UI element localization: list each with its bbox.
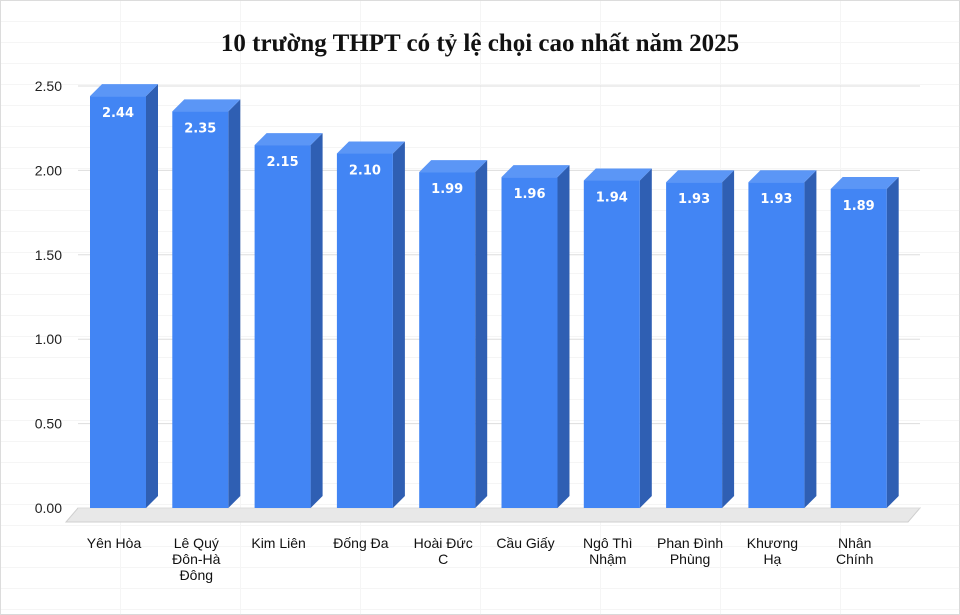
x-tick-label-line: Kim Liên	[251, 535, 305, 551]
x-tick-label-line: Đông	[180, 567, 213, 583]
x-tick-label-line: Phan Đình	[657, 535, 723, 551]
x-tick-label: Nhân Chính	[836, 535, 873, 567]
x-tick-label-line: Lê Quý	[174, 535, 219, 551]
data-label: 1.93	[678, 192, 710, 207]
x-tick-label: Cầu Giấy	[496, 535, 554, 551]
data-label: 2.10	[349, 164, 381, 179]
x-tick-label: Lê Quý Đôn-Hà Đông	[172, 535, 220, 583]
bar	[90, 96, 146, 509]
chart-title: 10 trường THPT có tỷ lệ chọi cao nhất nă…	[220, 30, 740, 57]
y-tick-label: 1.50	[35, 247, 62, 263]
x-tick-label-line: Chính	[836, 551, 873, 567]
x-tick-label: Đống Đa	[333, 535, 388, 551]
chart-floor	[64, 507, 922, 523]
bar-side	[475, 160, 488, 508]
bar-side	[310, 133, 323, 508]
bar	[666, 182, 723, 508]
bar-side	[639, 168, 652, 508]
bar-top	[336, 141, 405, 154]
data-label: 1.94	[596, 191, 628, 206]
bar-top	[419, 160, 488, 173]
bar	[419, 172, 476, 508]
x-tick-label-line: Yên Hòa	[87, 535, 142, 551]
data-label: 2.15	[267, 155, 299, 170]
bar-top	[666, 170, 735, 183]
bar	[830, 188, 887, 508]
bar	[336, 153, 393, 508]
bar	[583, 180, 640, 508]
x-tick-label-line: C	[438, 551, 448, 567]
x-tick-label-line: Ngô Thì	[583, 535, 633, 551]
x-tick-label: Kim Liên	[251, 535, 305, 551]
x-tick-label-line: Khương	[747, 535, 798, 551]
bar	[501, 177, 558, 509]
data-label: 1.96	[513, 187, 545, 202]
bar-top	[90, 84, 158, 97]
x-tick-label: Yên Hòa	[87, 535, 142, 551]
x-tick-label: Ngô Thì Nhậm	[583, 535, 633, 567]
data-label: 2.44	[102, 106, 134, 121]
bar-side	[228, 99, 241, 508]
bar-side	[557, 165, 570, 509]
y-tick-label: 0.00	[35, 500, 62, 516]
bar-top	[501, 165, 570, 178]
x-tick-label: Hoài Đức C	[414, 535, 473, 567]
bar-side	[886, 176, 899, 508]
y-tick-label: 0.50	[35, 416, 62, 432]
bar-side	[722, 170, 735, 508]
bar-top	[748, 170, 817, 183]
x-tick-label-line: Nhân	[838, 535, 871, 551]
bar	[748, 182, 805, 508]
x-tick-label-line: Nhậm	[589, 551, 626, 567]
bar-top	[583, 168, 652, 181]
y-tick-label: 2.00	[35, 162, 62, 178]
x-tick-label: Phan Đình Phùng	[657, 535, 723, 567]
x-tick-label-line: Đôn-Hà	[172, 551, 220, 567]
bar	[172, 111, 229, 508]
bar	[254, 145, 311, 508]
y-tick-label: 2.50	[35, 78, 62, 94]
data-label: 1.99	[431, 182, 463, 197]
bar-side	[804, 170, 817, 508]
data-label: 1.93	[760, 192, 792, 207]
y-tick-label: 1.00	[35, 331, 62, 347]
x-tick-label: Khương Hạ	[747, 535, 798, 567]
bar-side	[146, 84, 158, 509]
x-tick-label-line: Đống Đa	[333, 535, 388, 551]
x-tick-label-line: Hoài Đức	[414, 535, 473, 551]
bar-top	[172, 99, 241, 112]
data-label: 1.89	[843, 199, 875, 214]
x-tick-label-line: Cầu Giấy	[496, 535, 554, 551]
bar-side	[392, 141, 405, 508]
x-tick-label-line: Phùng	[670, 551, 710, 567]
x-tick-label-line: Hạ	[763, 551, 781, 567]
bar-top	[254, 133, 323, 146]
data-label: 2.35	[184, 121, 216, 136]
bar-top	[830, 176, 899, 189]
